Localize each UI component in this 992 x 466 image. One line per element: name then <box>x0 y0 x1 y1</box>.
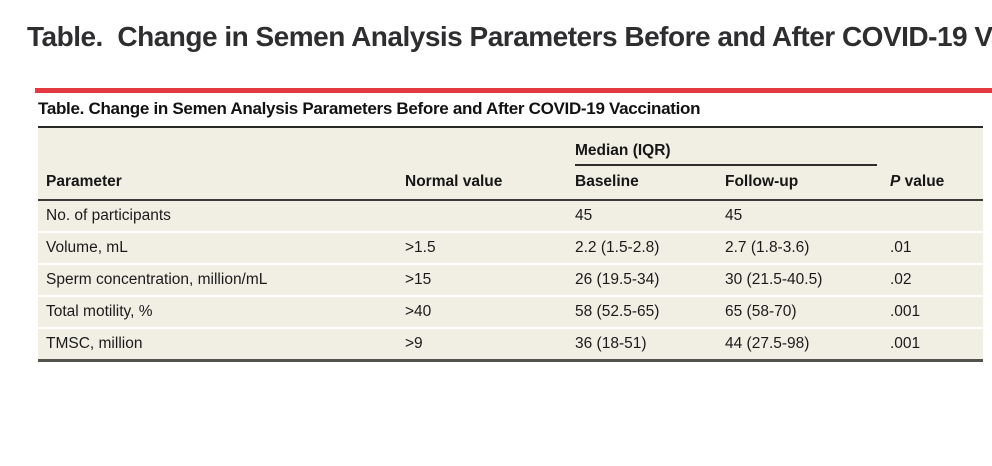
column-header-follow-up: Follow-up <box>720 166 885 201</box>
red-accent-rule <box>35 88 992 93</box>
table-row: Volume, mL >1.5 2.2 (1.5-2.8) 2.7 (1.8-3… <box>38 232 983 265</box>
column-header-p-value: P value <box>885 166 983 201</box>
cell-parameter: TMSC, million <box>38 328 400 362</box>
cell-p-value: .001 <box>885 296 983 329</box>
spanner-median-iqr: Median (IQR) <box>570 127 885 166</box>
table-row: No. of participants 45 45 <box>38 200 983 233</box>
cell-baseline: 26 (19.5-34) <box>570 264 720 297</box>
table-figure: Table. Change in Semen Analysis Paramete… <box>38 97 983 362</box>
cell-p-value: .02 <box>885 264 983 297</box>
cell-p-value: .01 <box>885 232 983 265</box>
spanner-row: Median (IQR) <box>38 127 983 166</box>
table-row: Sperm concentration, million/mL >15 26 (… <box>38 264 983 297</box>
p-value-label: P value <box>890 173 945 190</box>
table-title: Table. Change in Semen Analysis Paramete… <box>38 99 701 118</box>
cell-normal-value <box>400 200 570 233</box>
cell-normal-value: >15 <box>400 264 570 297</box>
spanner-spacer-left <box>38 127 570 166</box>
cell-p-value <box>885 200 983 233</box>
cell-follow-up: 2.7 (1.8-3.6) <box>720 232 885 265</box>
cell-baseline: 58 (52.5-65) <box>570 296 720 329</box>
cell-normal-value: >9 <box>400 328 570 362</box>
cell-baseline: 45 <box>570 200 720 233</box>
cell-normal-value: >1.5 <box>400 232 570 265</box>
cell-parameter: Total motility, % <box>38 296 400 329</box>
table-row: Total motility, % >40 58 (52.5-65) 65 (5… <box>38 296 983 329</box>
cell-follow-up: 65 (58-70) <box>720 296 885 329</box>
cell-parameter: Volume, mL <box>38 232 400 265</box>
column-header-normal-value: Normal value <box>400 166 570 201</box>
spanner-spacer-right <box>885 127 983 166</box>
cell-follow-up: 30 (21.5-40.5) <box>720 264 885 297</box>
cell-baseline: 2.2 (1.5-2.8) <box>570 232 720 265</box>
cell-p-value: .001 <box>885 328 983 362</box>
cell-follow-up: 45 <box>720 200 885 233</box>
cell-parameter: Sperm concentration, million/mL <box>38 264 400 297</box>
column-header-baseline: Baseline <box>570 166 720 201</box>
cell-normal-value: >40 <box>400 296 570 329</box>
spanner-median-iqr-label: Median (IQR) <box>575 141 877 166</box>
cell-baseline: 36 (18-51) <box>570 328 720 362</box>
column-header-row: Parameter Normal value Baseline Follow-u… <box>38 166 983 201</box>
page-heading: Table. Change in Semen Analysis Paramete… <box>27 21 992 52</box>
column-header-parameter: Parameter <box>38 166 400 201</box>
table-row: TMSC, million >9 36 (18-51) 44 (27.5-98)… <box>38 328 983 362</box>
cell-follow-up: 44 (27.5-98) <box>720 328 885 362</box>
cell-parameter: No. of participants <box>38 200 400 233</box>
semen-analysis-table: Median (IQR) Parameter Normal value Base… <box>38 126 983 362</box>
